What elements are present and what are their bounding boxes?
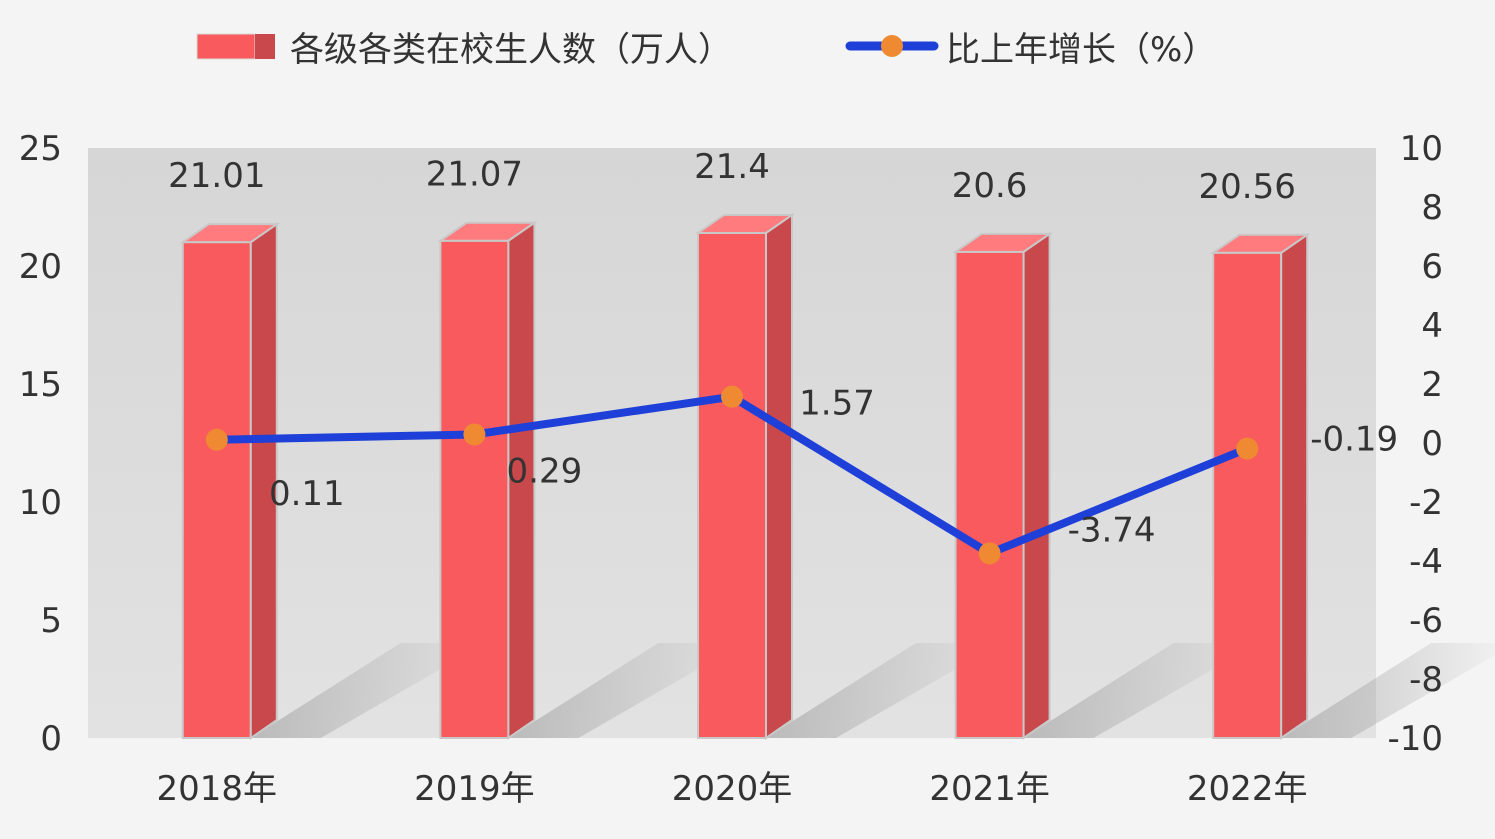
- y-left-tick-label: 10: [19, 483, 62, 523]
- bar[interactable]: [1212, 251, 1283, 739]
- bar-shadow: [1281, 643, 1495, 738]
- legend-line-marker: [881, 35, 903, 57]
- bar-side: [1022, 231, 1051, 740]
- y-right-tick-label: -6: [1409, 601, 1443, 641]
- y-axis-left: 0 5 10 15 20 25: [19, 129, 62, 759]
- line-point[interactable]: [978, 542, 1001, 565]
- bar-data-label: 21.07: [426, 155, 523, 195]
- bar[interactable]: [954, 250, 1025, 739]
- x-tick-label: 2018年: [157, 769, 278, 809]
- y-right-tick-label: -10: [1387, 719, 1443, 759]
- y-axis-right: -10 -8 -6 -4 -2 0 2 4 6 8 10: [1387, 129, 1443, 759]
- legend: 各级各类在校生人数（万人） 比上年增长（%）: [196, 30, 1216, 70]
- y-right-tick-label: 6: [1421, 247, 1443, 287]
- bar-data-label: 21.4: [694, 147, 770, 187]
- bar-data-label: 21.01: [168, 156, 265, 196]
- legend-item-line[interactable]: 比上年增长（%）: [845, 30, 1216, 70]
- legend-bar-swatch-side: [255, 34, 275, 59]
- x-tick-label: 2019年: [414, 769, 535, 809]
- line-data-label: 0.29: [507, 451, 583, 491]
- bar-shadow: [766, 643, 1001, 738]
- line-data-label: -0.19: [1310, 420, 1398, 460]
- bar-shadow: [250, 643, 486, 738]
- bar-side: [765, 213, 793, 740]
- x-axis: 2018年 2019年 2020年 2021年 2022年: [157, 769, 1308, 809]
- y-right-tick-label: 8: [1421, 188, 1443, 228]
- bar-top: [1209, 233, 1311, 254]
- line-data-label: 0.11: [269, 474, 345, 514]
- bar-data-label: 20.6: [952, 166, 1028, 206]
- x-tick-label: 2021年: [929, 769, 1050, 809]
- y-right-tick-label: -4: [1409, 542, 1443, 582]
- y-right-tick-label: -8: [1409, 660, 1443, 700]
- bar-data-labels: 21.01 21.07 21.4 20.6 20.56: [168, 147, 1296, 207]
- bar-top: [179, 223, 281, 244]
- y-left-tick-label: 0: [40, 719, 62, 759]
- y-left-tick-label: 15: [19, 365, 62, 405]
- y-right-tick-label: 4: [1421, 306, 1443, 346]
- bar-data-label: 20.56: [1199, 167, 1296, 207]
- y-left-tick-label: 5: [40, 601, 62, 641]
- y-right-tick-label: 0: [1421, 424, 1443, 464]
- line-data-labels: 0.11 0.29 1.57 -3.74 -0.19: [269, 384, 1398, 551]
- x-tick-label: 2022年: [1187, 769, 1308, 809]
- line-data-label: 1.57: [799, 384, 875, 424]
- bar-top: [952, 232, 1053, 253]
- y-right-tick-label: 10: [1400, 129, 1443, 169]
- bar-series: [179, 213, 1311, 740]
- line-series: [205, 385, 1259, 565]
- y-right-tick-label: 2: [1421, 365, 1443, 405]
- y-right-tick-label: -2: [1409, 483, 1443, 523]
- bar-top: [694, 213, 796, 234]
- line-point[interactable]: [463, 423, 486, 446]
- bar[interactable]: [181, 241, 252, 739]
- line-point[interactable]: [1236, 437, 1259, 460]
- line-data-label: -3.74: [1068, 510, 1156, 550]
- bar-top: [437, 221, 538, 242]
- bar[interactable]: [697, 231, 767, 740]
- legend-bar-label: 各级各类在校生人数（万人）: [290, 30, 732, 70]
- bar-side: [1280, 232, 1309, 740]
- bar-shadows: [250, 643, 1495, 738]
- x-tick-label: 2020年: [672, 769, 793, 809]
- bar-shadow: [1023, 643, 1259, 738]
- legend-bar-swatch: [196, 33, 256, 60]
- bar-shadow: [508, 643, 744, 738]
- bar[interactable]: [439, 239, 510, 740]
- y-left-tick-label: 20: [19, 247, 62, 287]
- legend-line-label: 比上年增长（%）: [946, 30, 1216, 70]
- line-point[interactable]: [205, 428, 228, 451]
- line-point[interactable]: [721, 385, 743, 408]
- legend-item-bar[interactable]: 各级各类在校生人数（万人）: [196, 30, 732, 70]
- y-left-tick-label: 25: [19, 129, 62, 169]
